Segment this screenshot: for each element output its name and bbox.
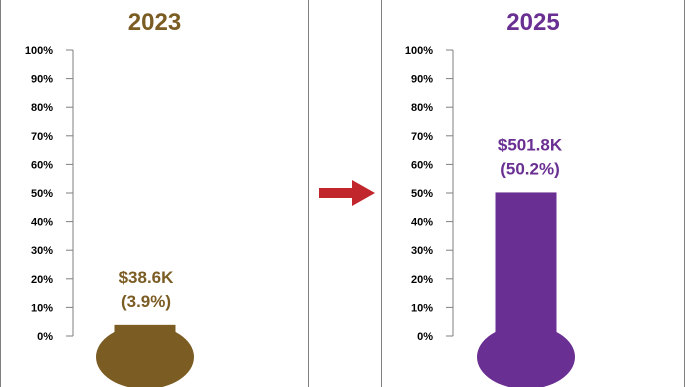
chart-title: 2025 [506,9,560,36]
y-tick-label: 30% [31,245,53,257]
y-tick-label: 90% [31,74,53,86]
thermometer-chart-2023: 0% 10% 20% 30% 40% 50% 60% 70% 80% 90% 100% $38.6K (… [25,45,194,387]
right-arrow-icon [319,180,375,206]
y-tick-label: 40% [411,217,433,229]
y-tick-label: 90% [411,74,433,86]
y-tick-label: 20% [411,274,433,286]
data-label-amount: $501.8K [498,135,563,154]
y-tick-label: 50% [411,188,433,200]
data-label-percent: (50.2%) [500,159,560,178]
y-tick-label: 50% [31,188,53,200]
chart-panel-2025: 2025 0% 10% 20% 30% 40% 50% 60% 70% 80% 90% 100% $5… [381,0,685,387]
y-tick-label: 10% [31,302,53,314]
y-tick-label: 30% [411,245,433,257]
chart-frame [0,0,309,387]
y-tick-label: 0% [37,331,53,343]
y-tick-label: 70% [31,131,53,143]
y-tick-label: 60% [411,159,433,171]
thermometer-chart-2025: 0% 10% 20% 30% 40% 50% 60% 70% 80% 90% 100% $501.8K… [405,45,575,387]
chart-title: 2023 [127,9,182,36]
y-tick-label: 100% [25,45,53,57]
data-label-amount: $38.6K [119,268,175,287]
chart-panel-2023: 2023 0% 10% 20% 30% 40% 50% 60% 70% 80% 90% 100% $3… [0,0,309,387]
y-tick-label: 80% [31,102,53,114]
y-tick-label: 60% [31,159,53,171]
y-tick-label: 10% [411,302,433,314]
y-tick-label: 0% [417,331,433,343]
thermometer-bulb [477,325,575,387]
thermometer-bulb [96,325,194,387]
y-tick-label: 40% [31,217,53,229]
thermometer-bar [495,192,557,346]
y-tick-label: 100% [405,45,433,57]
y-tick-label: 20% [31,274,53,286]
y-tick-label: 80% [411,102,433,114]
data-label-percent: (3.9%) [121,292,171,311]
y-tick-label: 70% [411,131,433,143]
